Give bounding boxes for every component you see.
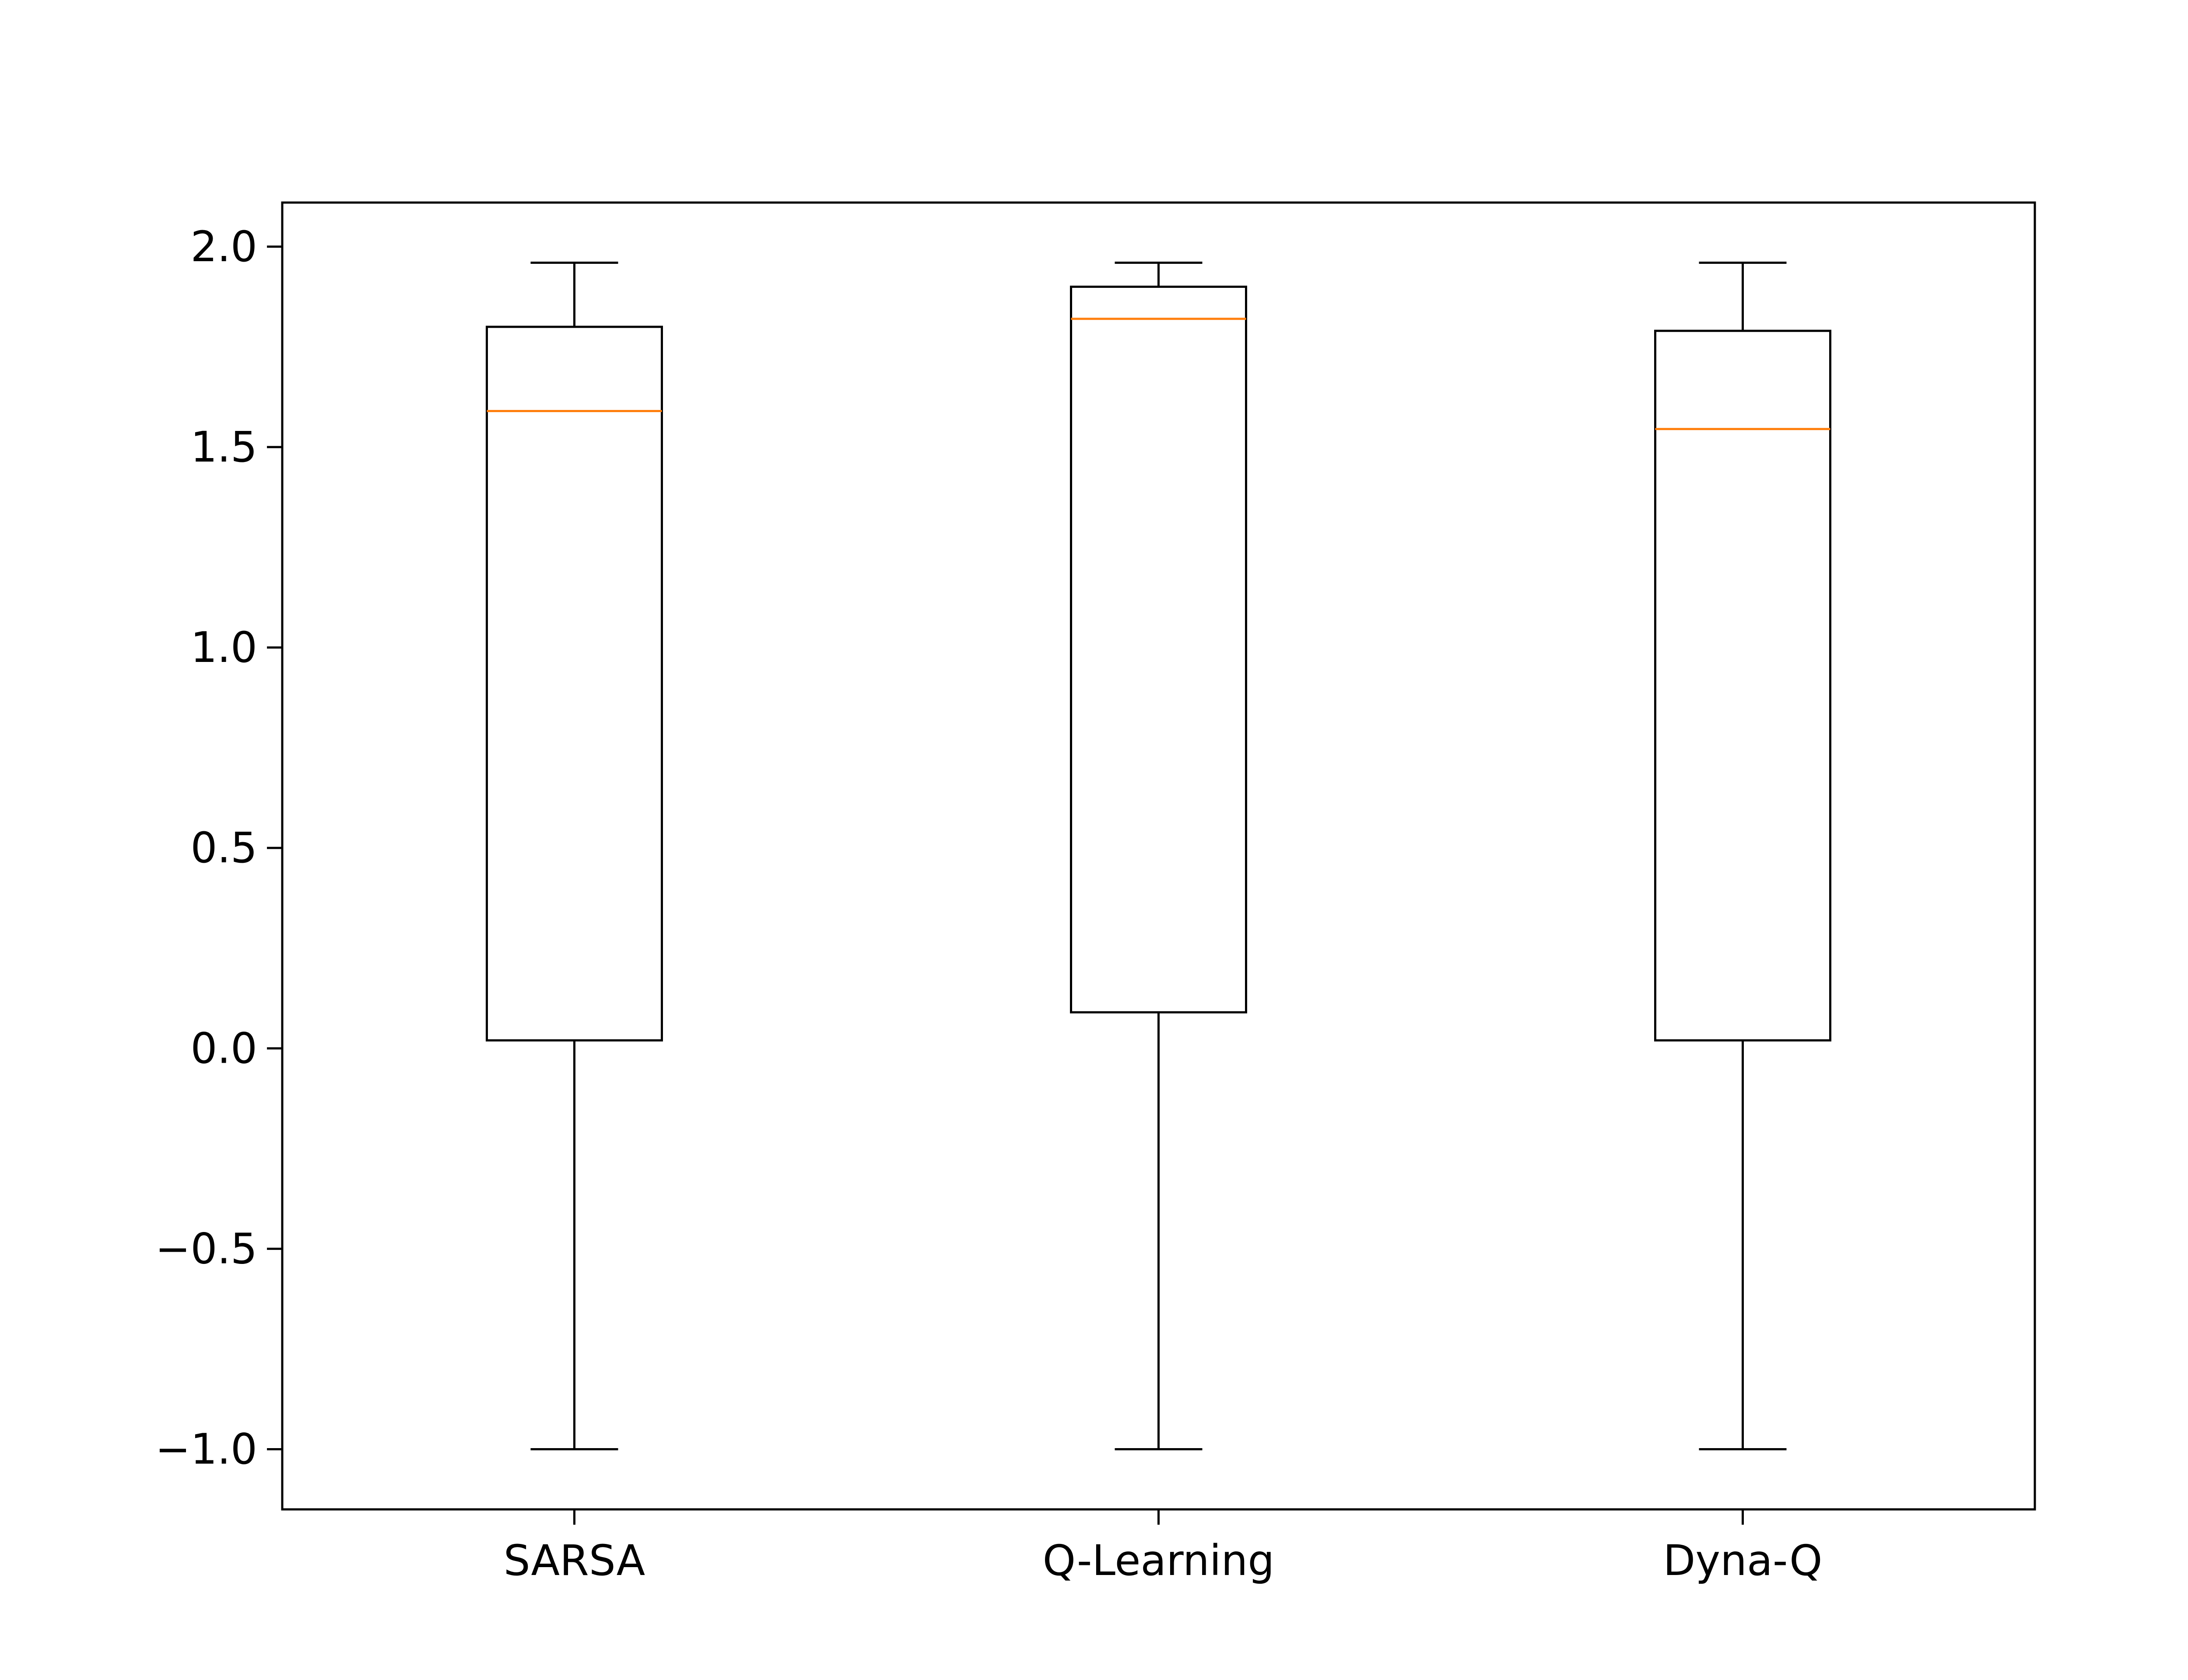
box <box>1654 329 1831 1042</box>
y-tick-label: 2.0 <box>190 222 257 271</box>
y-tick-label: 1.0 <box>190 623 257 672</box>
plot-marks <box>486 261 1831 1451</box>
box-group <box>1070 261 1247 1451</box>
y-tick-label: −1.0 <box>155 1425 257 1474</box>
box-group <box>1654 261 1831 1451</box>
y-tick-label: 1.5 <box>190 423 257 472</box>
y-tick-label: 0.0 <box>190 1024 257 1073</box>
box <box>1070 285 1247 1014</box>
x-tick-label: SARSA <box>504 1536 645 1585</box>
y-axis: −1.0 −0.5 0.0 0.5 1.0 1.5 2.0 <box>155 222 282 1474</box>
y-tick-label: 0.5 <box>190 823 257 872</box>
y-tick-label: −0.5 <box>155 1224 257 1273</box>
x-axis: SARSA Q-Learning Dyna-Q <box>504 1509 1823 1585</box>
box <box>486 326 663 1042</box>
x-tick-label: Dyna-Q <box>1663 1536 1822 1585</box>
x-tick-label: Q-Learning <box>1043 1536 1275 1585</box>
box-group <box>486 261 663 1451</box>
